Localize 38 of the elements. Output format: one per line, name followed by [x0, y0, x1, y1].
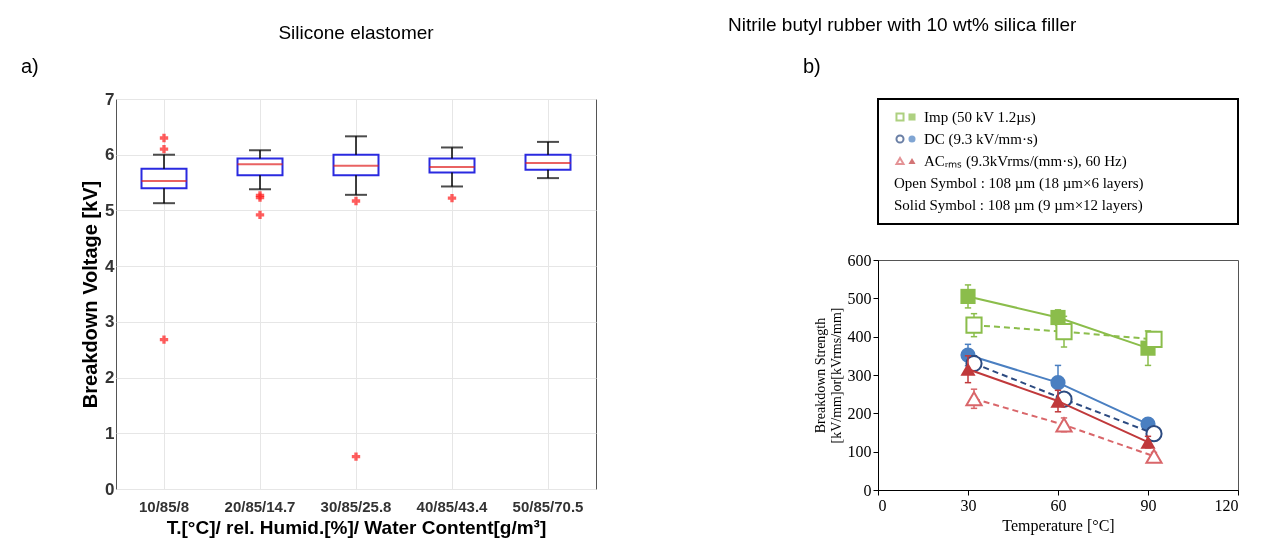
x-tick-label: 30	[960, 496, 977, 514]
x-tick-label: 40/85/43.4	[416, 497, 489, 515]
y-tick-label: 4	[105, 256, 116, 276]
y-tick-label: 500	[847, 289, 872, 307]
legend-label: DC (9.3 kV/mm·s)	[924, 131, 1038, 148]
text: a)	[21, 55, 39, 77]
y-tick-label: 7	[105, 89, 115, 109]
x-tick-label: 20/85/14.7	[224, 497, 296, 515]
x-tick-label: 120	[1214, 496, 1239, 514]
x-tick-label: 90	[1140, 496, 1157, 514]
y-tick-label: 3	[105, 312, 115, 332]
y-tick-label: 200	[847, 404, 872, 422]
x-tick-label: 0	[878, 496, 887, 514]
y-tick-label: 600	[847, 251, 872, 269]
text: b)	[803, 55, 821, 77]
y-tick-label: 6	[105, 145, 115, 165]
text: Solid Symbol : 108 µm (9 µm×12 layers)	[894, 197, 1143, 214]
legend-label: Imp (50 kV 1.2µs)	[924, 109, 1036, 126]
x-axis-title: Temperature [°C]	[1002, 516, 1115, 535]
y-axis-title: Breakdown Strength [kV/mm]or[kVrms/mm]	[812, 307, 844, 444]
text: Open Symbol : 108 µm (18 µm×6 layers)	[894, 175, 1144, 192]
y-tick-label: 300	[847, 366, 872, 384]
y-tick-label: 0	[863, 481, 872, 499]
x-tick-label: 30/85/25.8	[320, 497, 392, 515]
chart-title: Nitrile butyl rubber with 10 wt% silica filler	[728, 14, 1078, 35]
y-tick-label: 2	[105, 368, 115, 388]
y-tick-label: 1	[105, 423, 115, 443]
y-tick-label: 5	[105, 200, 115, 220]
y-tick-label: 0	[105, 479, 115, 499]
y-axis-title: Breakdown Voltage [kV]	[79, 180, 102, 409]
chart-title: Silicone elastomer	[278, 22, 435, 43]
x-tick-label: 50/85/70.5	[512, 497, 584, 515]
x-axis-title: T.[°C]/ rel. Humid.[%]/ Water Content[g/m³]	[166, 516, 547, 538]
y-tick-label: 400	[847, 328, 872, 346]
legend-label: ACᵣₘₛ (9.3kVrms/(mm·s), 60 Hz)	[924, 153, 1127, 170]
x-tick-label: 60	[1050, 496, 1067, 514]
x-tick-label: 10/85/8	[138, 497, 190, 515]
y-tick-label: 100	[847, 443, 872, 461]
